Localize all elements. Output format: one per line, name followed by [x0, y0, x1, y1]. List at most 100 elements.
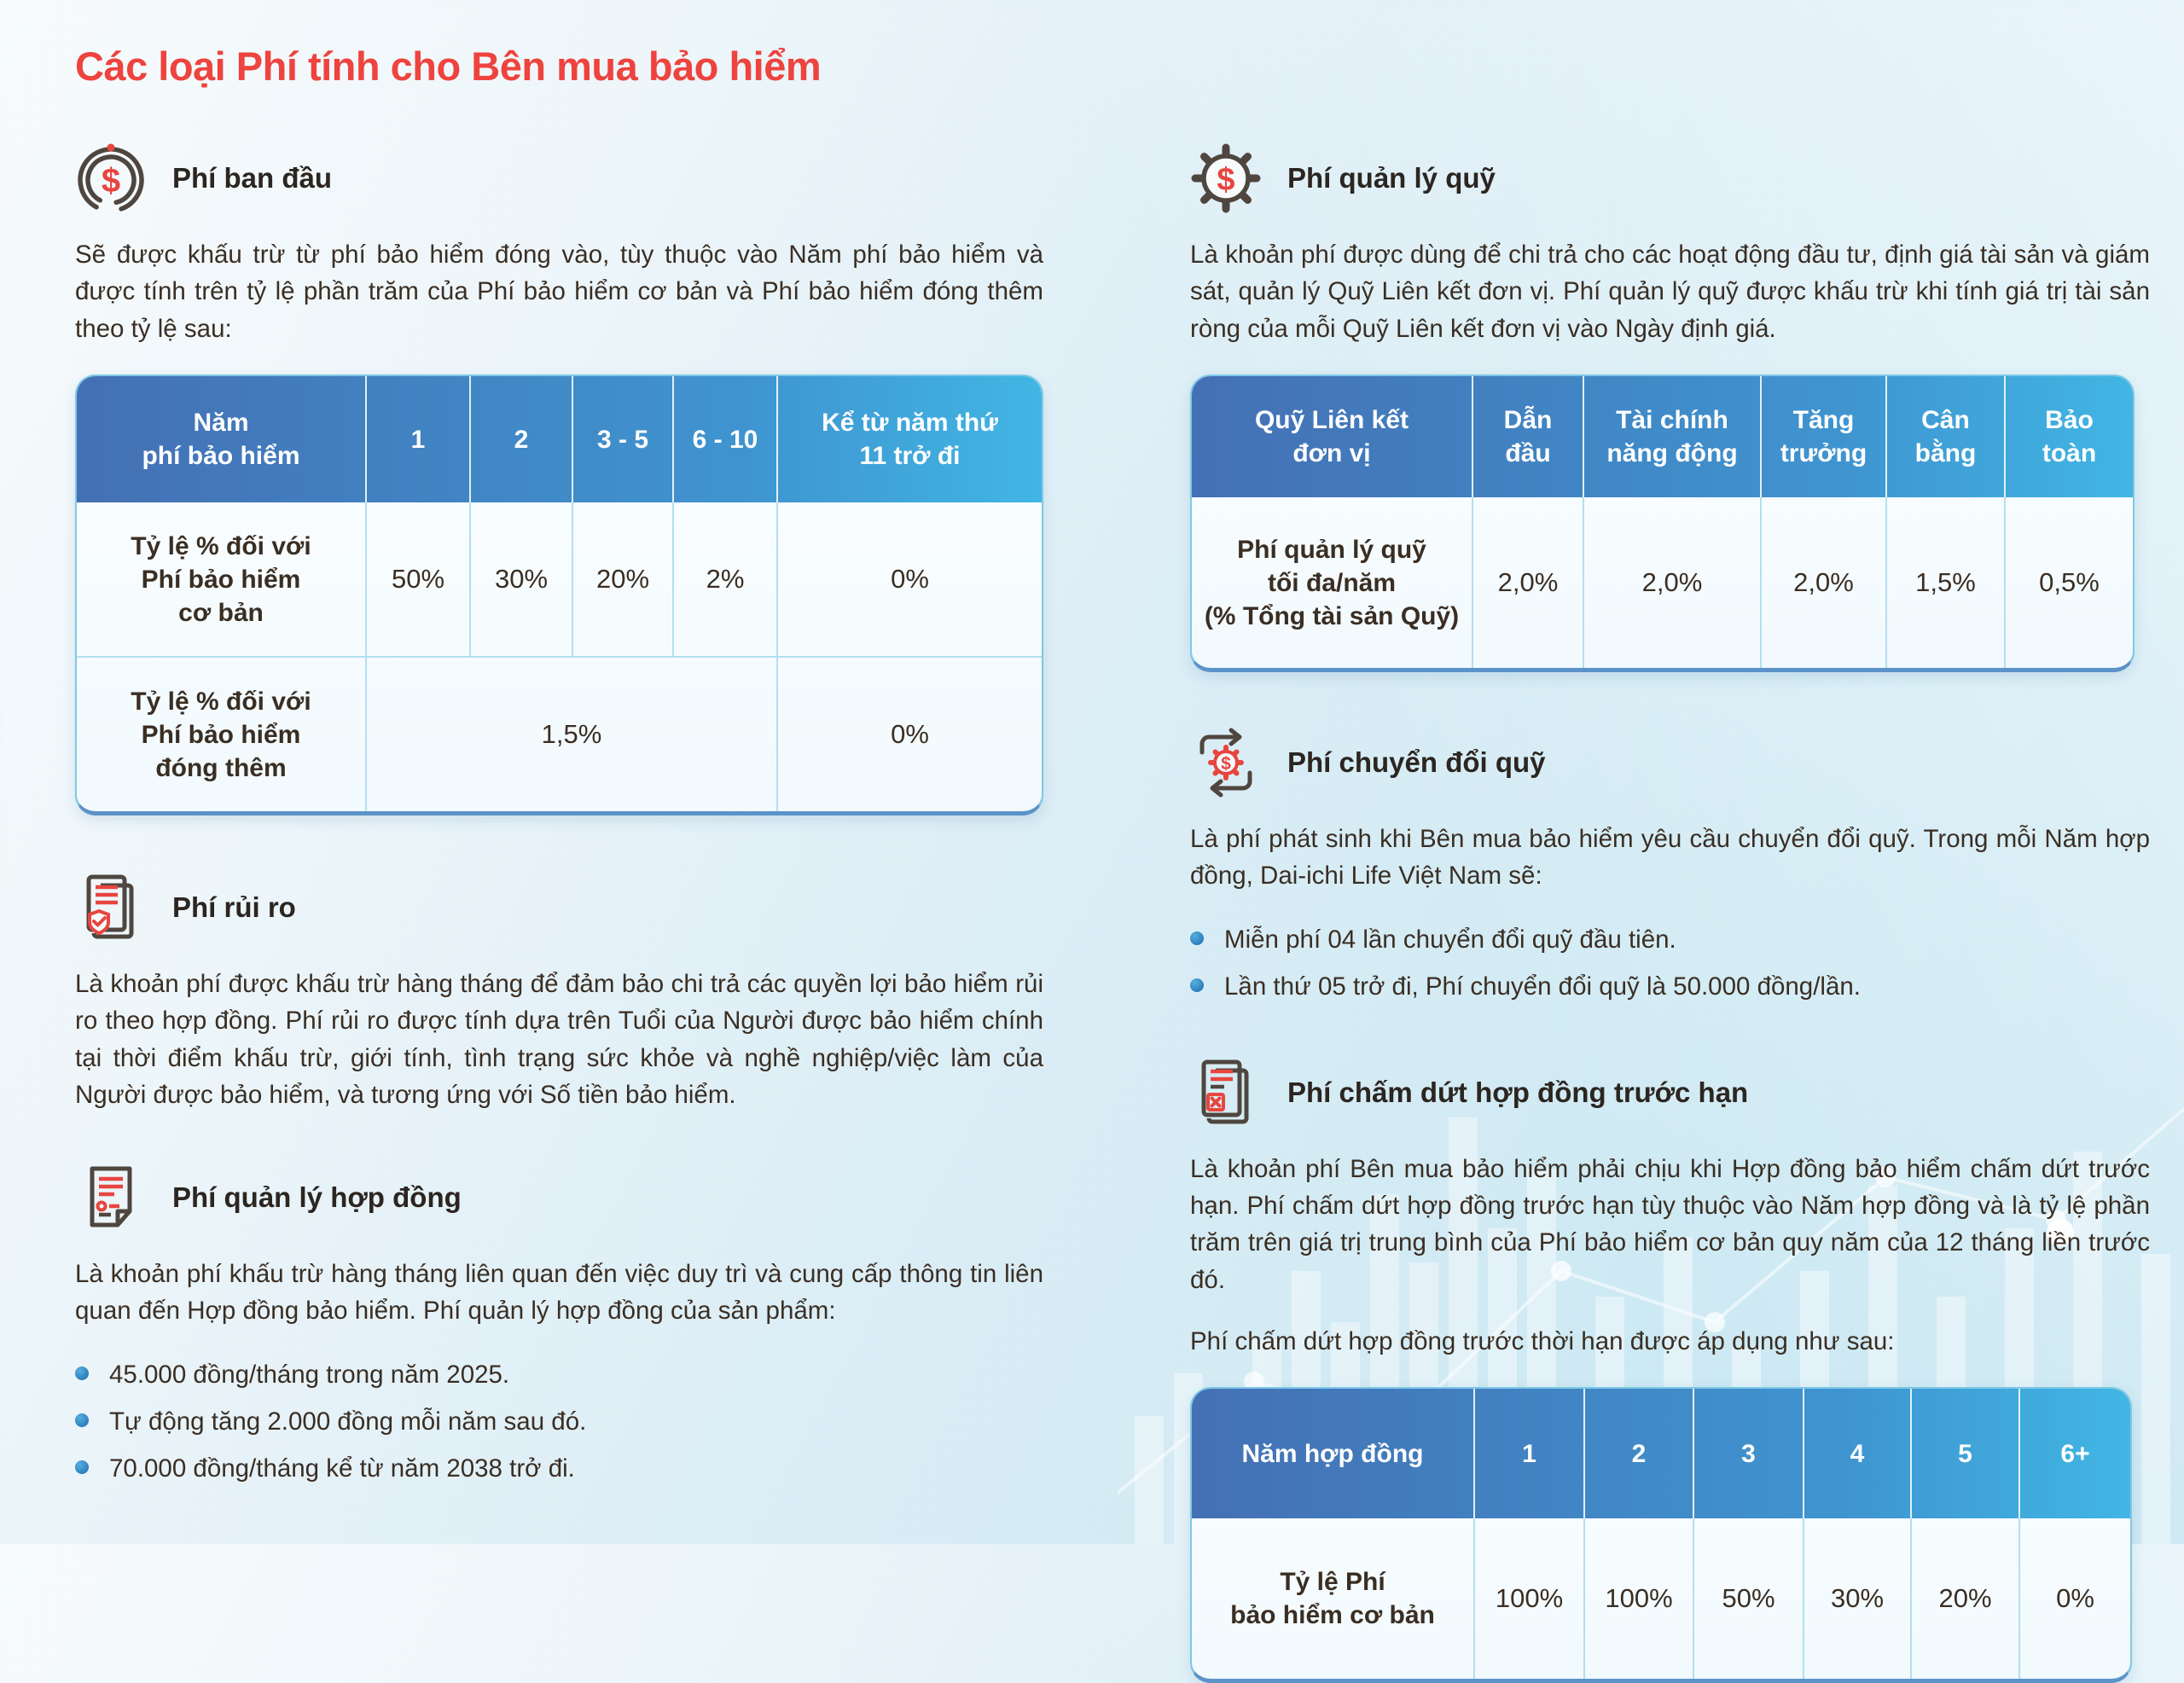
header-cell: 5 [1912, 1389, 2020, 1519]
header-cell: Cân bằng [1887, 376, 2006, 498]
merged-value-cell: 1,5% [367, 658, 778, 812]
header-cell: 2 [471, 376, 573, 503]
section-fund-mgmt-header: $ Phí quản lý quỹ [1190, 142, 2150, 214]
bullet-item: Miễn phí 04 lần chuyển đổi quỹ đầu tiên. [1190, 920, 2150, 960]
header-cell: Tài chính năng động [1584, 376, 1762, 498]
bullet-text: Tự động tăng 2.000 đồng mỗi năm sau đó. [109, 1407, 587, 1436]
header-cell: 4 [1804, 1389, 1912, 1519]
value-cell: 100% [1475, 1518, 1585, 1680]
fund-mgmt-table: Quỹ Liên kết đơn vị Dẫn đầu Tài chính nă… [1190, 374, 2135, 673]
value-cell: 50% [1694, 1518, 1804, 1680]
svg-text:$: $ [1217, 162, 1234, 198]
section-heading: Phí quản lý quỹ [1287, 162, 1496, 194]
header-cell: Quỹ Liên kết đơn vị [1192, 376, 1473, 498]
two-column-layout: $ Phí ban đầu Sẽ được khấu trừ từ phí bả… [75, 142, 2150, 1683]
bullet-text: 45.000 đồng/tháng trong năm 2025. [109, 1360, 510, 1389]
initial-fee-paragraph: Sẽ được khấu trừ từ phí bảo hiểm đóng và… [75, 241, 1043, 343]
value-cell: 30% [1804, 1518, 1912, 1680]
header-cell: 6+ [2060, 1439, 2090, 1468]
bullet-text: Lần thứ 05 trở đi, Phí chuyển đổi quỹ là… [1224, 972, 1861, 1001]
right-column: $ Phí quản lý quỹ Là khoản phí được dùng… [1190, 142, 2150, 1683]
fund-switch-paragraph: Là phí phát sinh khi Bên mua bảo hiểm yê… [1190, 825, 2150, 891]
fund-switch-bullet-list: Miễn phí 04 lần chuyển đổi quỹ đầu tiên.… [1190, 920, 2150, 1007]
value-cell: 0% [891, 718, 929, 749]
surrender-note: Phí chấm dứt hợp đồng trước thời hạn đượ… [1190, 1326, 1895, 1355]
contract-admin-paragraph: Là khoản phí khấu trừ hàng tháng liên qu… [75, 1259, 1043, 1325]
value-cell: 0% [2056, 1583, 2094, 1614]
header-cell: Tăng trưởng [1762, 376, 1887, 498]
header-cell: Dẫn đầu [1473, 376, 1584, 498]
gear-dollar-icon: $ [1190, 142, 1262, 214]
value-cell: 30% [471, 502, 573, 657]
fund-mgmt-paragraph: Là khoản phí được dùng để chi trả cho cá… [1190, 241, 2150, 343]
table-row: Phí quản lý quỹ tối đa/năm (% Tổng tài s… [1192, 497, 2133, 669]
value-cell: 20% [573, 502, 674, 657]
document-x-icon [1190, 1057, 1262, 1129]
value-cell: 2,0% [1584, 497, 1762, 669]
section-heading: Phí quản lý hợp đồng [172, 1181, 462, 1213]
row-label-cell: Tỷ lệ Phí bảo hiểm cơ bản [1192, 1518, 1475, 1680]
header-cell: Năm hợp đồng [1192, 1389, 1475, 1519]
contract-admin-bullet-list: 45.000 đồng/tháng trong năm 2025. Tự độn… [75, 1355, 1043, 1489]
section-surrender-header: Phí chấm dứt hợp đồng trước hạn [1190, 1057, 2150, 1129]
header-cell: Bảo toàn [2042, 406, 2097, 468]
section-heading: Phí chấm dứt hợp đồng trước hạn [1287, 1076, 1749, 1108]
table-header-row: Quỹ Liên kết đơn vị Dẫn đầu Tài chính nă… [1192, 376, 2133, 498]
header-cell: 3 - 5 [573, 376, 674, 503]
header-cell: 2 [1585, 1389, 1694, 1519]
document-shield-check-icon [75, 872, 147, 943]
surrender-paragraph: Là khoản phí Bên mua bảo hiểm phải chịu … [1190, 1154, 2150, 1294]
bullet-item: Lần thứ 05 trở đi, Phí chuyển đổi quỹ là… [1190, 966, 2150, 1007]
table-row: Tỷ lệ % đối với Phí bảo hiểm cơ bản 50% … [77, 502, 1042, 657]
value-cell: 100% [1585, 1518, 1694, 1680]
swap-arrows-gear-icon: $ [1190, 727, 1262, 798]
document-form-icon [75, 1162, 147, 1233]
value-cell: 2% [674, 502, 778, 657]
header-cell: Kể từ năm thứ 11 trở đi [822, 409, 998, 471]
bullet-text: 70.000 đồng/tháng kể từ năm 2038 trở đi. [109, 1454, 575, 1483]
value-cell: 2,0% [1762, 497, 1887, 669]
page-title: Các loại Phí tính cho Bên mua bảo hiểm [75, 44, 822, 89]
header-cell: 6 - 10 [674, 376, 778, 503]
header-cell: Năm phí bảo hiểm [77, 376, 367, 503]
table-row: Tỷ lệ % đối với Phí bảo hiểm đóng thêm 1… [77, 656, 1042, 812]
surrender-table: Năm hợp đồng 1 2 3 4 5 6+ Tỷ lệ Phí bảo … [1190, 1387, 2132, 1683]
bullet-dot [1190, 978, 1204, 993]
initial-fee-table: Năm phí bảo hiểm 1 2 3 - 5 6 - 10 Kể từ … [75, 374, 1043, 816]
value-cell: 2,0% [1473, 497, 1584, 669]
bullet-dot [1190, 931, 1204, 946]
row-label-cell: Tỷ lệ % đối với Phí bảo hiểm cơ bản [77, 502, 367, 657]
table-header-row: Năm phí bảo hiểm 1 2 3 - 5 6 - 10 Kể từ … [77, 376, 1042, 503]
table-row: Tỷ lệ Phí bảo hiểm cơ bản 100% 100% 50% … [1192, 1518, 2130, 1680]
header-cell: 1 [1475, 1389, 1585, 1519]
bullet-dot [75, 1460, 89, 1475]
row-label-cell: Phí quản lý quỹ tối đa/năm (% Tổng tài s… [1192, 497, 1473, 669]
value-cell: 50% [367, 502, 471, 657]
section-fund-switch-header: $ Phí chuyển đổi quỹ [1190, 727, 2150, 798]
section-contract-admin-header: Phí quản lý hợp đồng [75, 1162, 1043, 1233]
header-cell: 3 [1694, 1389, 1804, 1519]
section-initial-fee-header: $ Phí ban đầu [75, 142, 1043, 214]
section-heading: Phí rủi ro [172, 891, 296, 924]
header-cell: 1 [367, 376, 471, 503]
svg-text:$: $ [1221, 754, 1231, 774]
bullet-dot [75, 1413, 89, 1427]
bullet-dot [75, 1366, 89, 1380]
value-cell: 0,5% [2039, 566, 2100, 597]
section-heading: Phí chuyển đổi quỹ [1287, 746, 1546, 779]
svg-text:$: $ [102, 162, 120, 200]
value-cell: 20% [1912, 1518, 2020, 1680]
bullet-text: Miễn phí 04 lần chuyển đổi quỹ đầu tiên. [1224, 926, 1676, 955]
section-risk-fee-header: Phí rủi ro [75, 872, 1043, 943]
coin-dollar-icon: $ [75, 142, 147, 214]
left-column: $ Phí ban đầu Sẽ được khấu trừ từ phí bả… [75, 142, 1043, 1683]
bullet-item: 70.000 đồng/tháng kể từ năm 2038 trở đi. [75, 1448, 1043, 1489]
section-heading: Phí ban đầu [172, 162, 333, 194]
bullet-item: Tự động tăng 2.000 đồng mỗi năm sau đó. [75, 1402, 1043, 1442]
table-header-row: Năm hợp đồng 1 2 3 4 5 6+ [1192, 1389, 2130, 1519]
value-cell: 1,5% [1887, 497, 2006, 669]
risk-fee-paragraph: Là khoản phí được khấu trừ hàng tháng để… [75, 970, 1043, 1110]
value-cell: 0% [891, 563, 929, 594]
row-label-cell: Tỷ lệ % đối với Phí bảo hiểm đóng thêm [77, 658, 367, 812]
